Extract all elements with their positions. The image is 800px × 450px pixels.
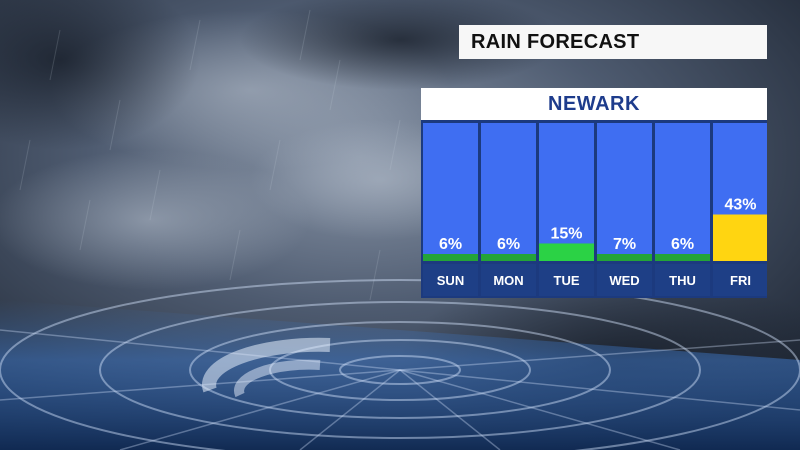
value-label-mon: 6% [497, 236, 520, 253]
column-bg-wed [597, 123, 652, 261]
day-label-tue: TUE [554, 273, 580, 288]
value-label-sun: 6% [439, 236, 462, 253]
day-cell-mon [481, 264, 536, 296]
day-label-wed: WED [609, 273, 639, 288]
bar-tue [539, 243, 594, 261]
rain-forecast-title: RAIN FORECAST [459, 25, 767, 59]
value-label-tue: 15% [550, 225, 582, 242]
forecast-panel: 6% SUN 6% MON 15% TUE 7% WED 6% THU 43% FRI NEWARK [421, 88, 767, 298]
column-bg-sun [423, 123, 478, 261]
day-cell-tue [539, 264, 594, 296]
day-cell-thu [655, 264, 710, 296]
bar-fri [713, 214, 767, 261]
column-bg-tue [539, 123, 594, 261]
value-label-thu: 6% [671, 236, 694, 253]
bar-thu [655, 254, 710, 261]
bar-sun [423, 254, 478, 261]
column-bg-mon [481, 123, 536, 261]
day-label-mon: MON [493, 273, 523, 288]
bar-wed [597, 254, 652, 261]
rain-chance-bar-chart: 6% SUN 6% MON 15% TUE 7% WED 6% THU 43% FRI [423, 123, 767, 296]
column-bg-thu [655, 123, 710, 261]
day-cell-wed [597, 264, 652, 296]
location-label: NEWARK [421, 88, 767, 120]
day-label-fri: FRI [730, 273, 751, 288]
day-label-thu: THU [669, 273, 696, 288]
bar-mon [481, 254, 536, 261]
day-cell-sun [423, 264, 478, 296]
day-cell-fri [713, 264, 767, 296]
value-label-fri: 43% [724, 196, 756, 213]
value-label-wed: 7% [613, 236, 636, 253]
day-label-sun: SUN [437, 273, 464, 288]
